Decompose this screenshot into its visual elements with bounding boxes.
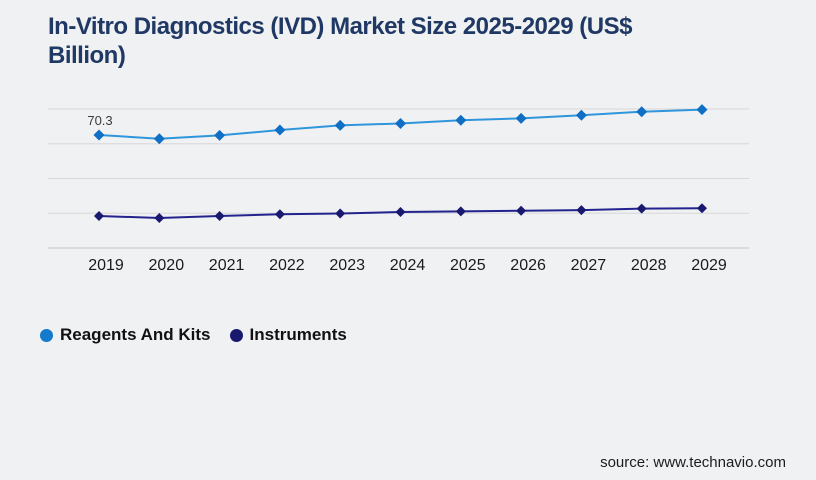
legend-dot-icon [229,328,243,342]
marker-instruments-2028 [636,203,647,214]
x-tick-2025: 2025 [450,257,486,274]
chart-svg: 70.3 2019 2020 2021 2022 2023 2024 2025 2026 2027… [48,104,749,274]
marker-reagents-and-kits-2027 [575,109,587,121]
x-tick-2028: 2028 [631,257,667,274]
chart-title-line1: In-Vitro Diagnostics (IVD) Market Size 2… [48,13,632,40]
marker-reagents-and-kits-2022 [274,124,286,136]
x-tick-2020: 2020 [149,257,185,274]
marker-instruments-2022 [274,209,285,220]
x-tick-2021: 2021 [209,257,245,274]
marker-reagents-and-kits-2024 [395,117,406,129]
x-tick-2029: 2029 [691,257,727,274]
marker-instruments-2020 [154,212,165,223]
legend-label-instruments: Instruments [249,325,347,344]
source-credit: source: www.technavio.com [600,454,786,471]
marker-reagents-and-kits-2020 [153,133,165,145]
marker-instruments-2019 [94,211,104,222]
marker-instruments-2026 [516,205,527,216]
x-tick-2026: 2026 [510,257,546,274]
data-label-2019: 70.3 [87,113,112,128]
x-tick-2027: 2027 [571,257,607,274]
marker-reagents-and-kits-2028 [636,106,648,118]
marker-instruments-2023 [335,208,346,219]
x-tick-2022: 2022 [269,257,305,274]
x-tick-2024: 2024 [390,257,426,274]
legend-dot-icon [40,328,53,342]
chart-title-line2: Billion) [48,41,126,69]
marker-instruments-2021 [214,211,225,222]
marker-instruments-2025 [455,206,466,217]
chart-title: In-Vitro Diagnostics (IVD) Market Size 2… [48,13,758,70]
marker-reagents-and-kits-2026 [515,112,527,124]
legend-item-reagents-and-kits: Reagents And Kits [40,325,211,345]
marker-instruments-2024 [395,207,406,218]
legend-label-reagents-and-kits: Reagents And Kits [60,325,211,344]
legend: Reagents And Kits Instruments [40,325,347,345]
x-tick-2023: 2023 [329,257,365,274]
legend-item-instruments: Instruments [229,325,347,345]
marker-reagents-and-kits-2025 [455,114,467,126]
x-tick-2019: 2019 [88,257,124,274]
marker-reagents-and-kits-2023 [334,119,346,131]
marker-reagents-and-kits-2029 [696,104,708,116]
marker-instruments-2027 [576,205,587,216]
marker-reagents-and-kits-2021 [214,129,226,141]
marker-instruments-2029 [697,203,707,214]
marker-reagents-and-kits-2019 [93,129,105,141]
